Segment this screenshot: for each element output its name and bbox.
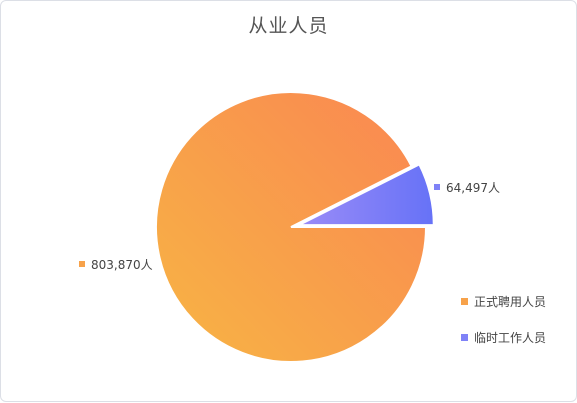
slice-label-temporary-staff: 64,497人 — [446, 181, 500, 195]
pie-slice-formal-staff[interactable] — [155, 91, 428, 364]
legend: 正式聘用人员 临时工作人员 — [461, 295, 546, 345]
legend-swatch-temporary-staff — [461, 334, 468, 341]
legend-label-temporary-staff: 临时工作人员 — [474, 331, 546, 345]
legend-item-temporary-staff[interactable]: 临时工作人员 — [461, 331, 546, 345]
legend-item-formal-staff[interactable]: 正式聘用人员 — [461, 295, 546, 309]
slice-label-formal-staff: 803,870人 — [91, 258, 153, 272]
legend-swatch-formal-staff — [461, 298, 468, 305]
chart-title: 从业人员 — [248, 15, 329, 37]
slice-label-marker-temporary — [434, 184, 440, 190]
slice-label-marker-formal — [79, 261, 85, 267]
slices-group — [155, 91, 435, 364]
legend-label-formal-staff: 正式聘用人员 — [474, 295, 546, 309]
pie-slice-temporary-staff[interactable] — [298, 163, 435, 227]
slice-labels-group: 803,870人 64,497人 — [79, 181, 500, 272]
